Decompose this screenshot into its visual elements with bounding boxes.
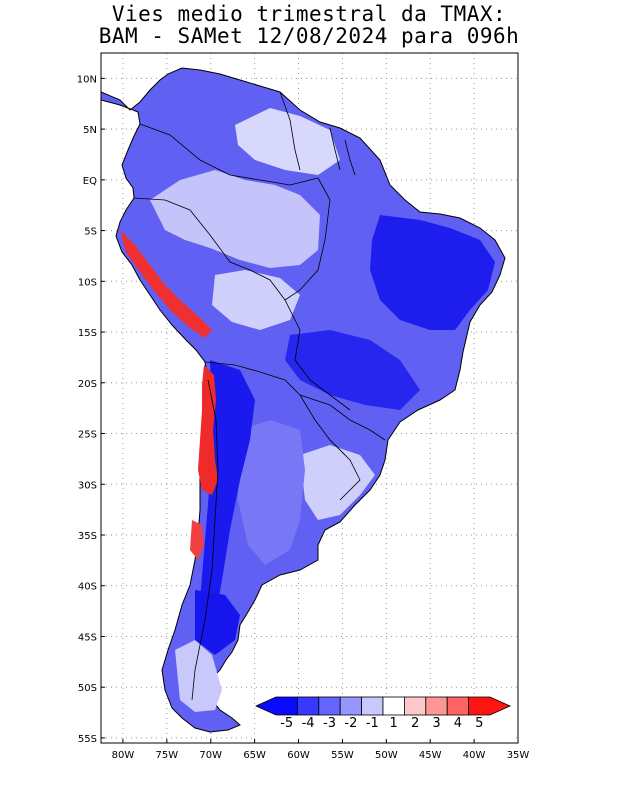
south-brazil-weak-bias-region (300, 445, 375, 520)
lon-tick-label: 45W (419, 750, 442, 761)
map-title-line1: Vies medio trimestral da TMAX: (111, 2, 507, 26)
colorbar-segment (425, 696, 448, 716)
lat-tick-label: 40S (78, 582, 97, 593)
colorbar-segment (382, 696, 405, 716)
colorbar-label: 5 (475, 716, 483, 731)
lat-tick-label: 25S (78, 430, 97, 441)
lon-tick-label: 35W (507, 750, 530, 761)
colorbar-label: 3 (432, 716, 440, 731)
continent-layer (101, 67, 506, 733)
amazon-weak-bias-region (150, 170, 320, 268)
lat-tick-label: 5S (84, 227, 97, 238)
peru-positive-bias-streak (120, 230, 212, 338)
longitude-tick-labels: 80W 75W 70W 65W 60W 55W 50W 45W 40W 35W (112, 739, 530, 761)
central-weak-bias-region (212, 270, 300, 330)
latitude-tick-labels: 10N 5N EQ 5S 10S 15S 20S 25S 30S 35S 40S 45S 50S 55S (77, 74, 105, 745)
lon-tick-label: 70W (199, 750, 222, 761)
colorbar-label: 2 (411, 716, 419, 731)
chile-south-positive-bias-streak (190, 520, 204, 560)
plot-frame (100, 52, 519, 744)
lat-tick-label: 50S (78, 683, 97, 694)
colorbar-segment (468, 696, 511, 716)
lon-tick-label: 60W (287, 750, 310, 761)
country-borders (133, 91, 386, 701)
lat-tick-label: EQ (83, 176, 97, 187)
colorbar-segment (318, 696, 341, 716)
lat-tick-label: 30S (78, 480, 97, 491)
lon-tick-label: 50W (375, 750, 398, 761)
colorbar-label: -4 (302, 716, 315, 731)
lat-tick-label: 10S (78, 277, 97, 288)
north-weak-bias-region (235, 108, 340, 175)
colorbar-label: -3 (323, 716, 336, 731)
colorbar-label: -5 (280, 716, 293, 731)
colorbar: -5 -4 -3 -2 -1 1 2 3 4 5 (255, 695, 513, 739)
colorbar-segment (339, 696, 363, 716)
lon-tick-label: 80W (112, 750, 135, 761)
colorbar-label: -1 (366, 716, 379, 731)
lat-tick-label: 15S (78, 328, 97, 339)
colorbar-segment (361, 696, 384, 716)
lat-tick-label: 10N (77, 74, 97, 85)
lat-tick-label: 20S (78, 379, 97, 390)
lon-tick-label: 75W (156, 750, 179, 761)
colorbar-label: 1 (390, 716, 398, 731)
colorbar-segment (446, 696, 470, 716)
lat-tick-label: 5N (83, 125, 97, 136)
southern-strong-negative-region (195, 590, 240, 655)
colorbar-label: 4 (454, 716, 462, 731)
colorbar-segment (403, 696, 427, 716)
lon-tick-label: 40W (463, 750, 486, 761)
lon-tick-label: 65W (243, 750, 266, 761)
patagonia-weak-bias-region (175, 640, 222, 712)
colorbar-label: -2 (344, 716, 357, 731)
chile-positive-bias-streak (198, 365, 218, 495)
andes-strong-negative-region (200, 360, 255, 620)
colorbar-segment (296, 696, 320, 716)
central-strong-negative-region (285, 330, 420, 410)
map-title-line2: BAM - SAMet 12/08/2024 para 096h (98, 24, 520, 48)
lat-tick-label: 45S (78, 632, 97, 643)
lon-tick-label: 55W (331, 750, 354, 761)
argentina-moderate-bias-region (238, 420, 305, 565)
lat-tick-label: 35S (78, 531, 97, 542)
lat-tick-label: 55S (78, 734, 97, 745)
northeast-strong-negative-region (370, 215, 495, 330)
